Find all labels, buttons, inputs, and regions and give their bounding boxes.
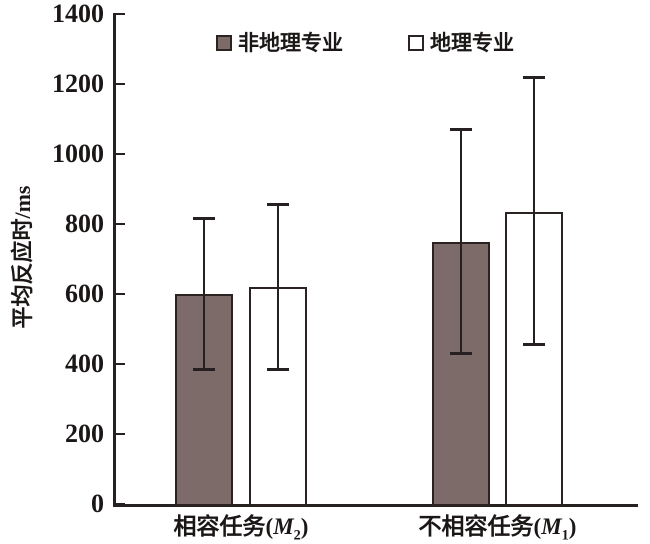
y-axis-tick (115, 432, 125, 436)
legend-label: 非地理专业 (238, 31, 343, 55)
x-label-text: ) (568, 514, 577, 539)
x-category-label: 相容任务(M2) (173, 507, 309, 544)
x-label-subscript: 2 (293, 527, 301, 544)
y-tick-label: 0 (91, 489, 104, 518)
legend-item: 地理专业 (408, 31, 514, 55)
x-axis-line (113, 504, 638, 507)
error-bar-cap (193, 367, 215, 371)
y-axis-tick (115, 362, 125, 366)
y-axis-tick (115, 292, 125, 296)
y-axis-line (113, 13, 116, 506)
legend-item: 非地理专业 (216, 31, 343, 55)
x-label-text: 不相容任务( (418, 514, 542, 539)
legend-label: 地理专业 (430, 31, 514, 55)
x-label-text: ) (300, 514, 309, 539)
y-tick-label: 800 (65, 209, 104, 238)
error-bar-line (532, 77, 536, 345)
y-tick-label: 600 (65, 279, 104, 308)
y-axis-tick (115, 502, 125, 506)
legend-swatch-filled (216, 35, 232, 51)
y-axis-tick (115, 82, 125, 86)
y-tick-label: 200 (65, 419, 104, 448)
y-tick-label: 1000 (52, 139, 104, 168)
error-bar-line (202, 218, 206, 370)
x-label-text: 相容任务( (173, 514, 274, 539)
error-bar-line (459, 129, 463, 354)
error-bar-cap (450, 128, 472, 131)
legend-swatch-open (408, 35, 424, 51)
x-label-variable: M (541, 514, 562, 539)
y-axis-tick (115, 222, 125, 226)
x-label-variable: M (273, 514, 294, 539)
y-axis-title: 平均反应时/ms (10, 185, 35, 329)
y-tick-label: 1400 (52, 0, 104, 29)
y-tick-label: 1200 (52, 69, 104, 98)
y-tick-label: 400 (65, 349, 104, 378)
error-bar-cap (523, 343, 545, 347)
error-bar-cap (523, 75, 545, 79)
x-label-subscript: 1 (561, 527, 569, 544)
error-bar-cap (193, 217, 215, 221)
error-bar-cap (450, 352, 472, 355)
error-bar-cap (267, 367, 289, 371)
y-axis-tick (115, 152, 125, 156)
error-bar-cap (267, 203, 289, 207)
y-axis-tick (115, 12, 125, 16)
error-bar-line (276, 204, 280, 370)
x-category-label: 不相容任务(M1) (418, 507, 577, 544)
